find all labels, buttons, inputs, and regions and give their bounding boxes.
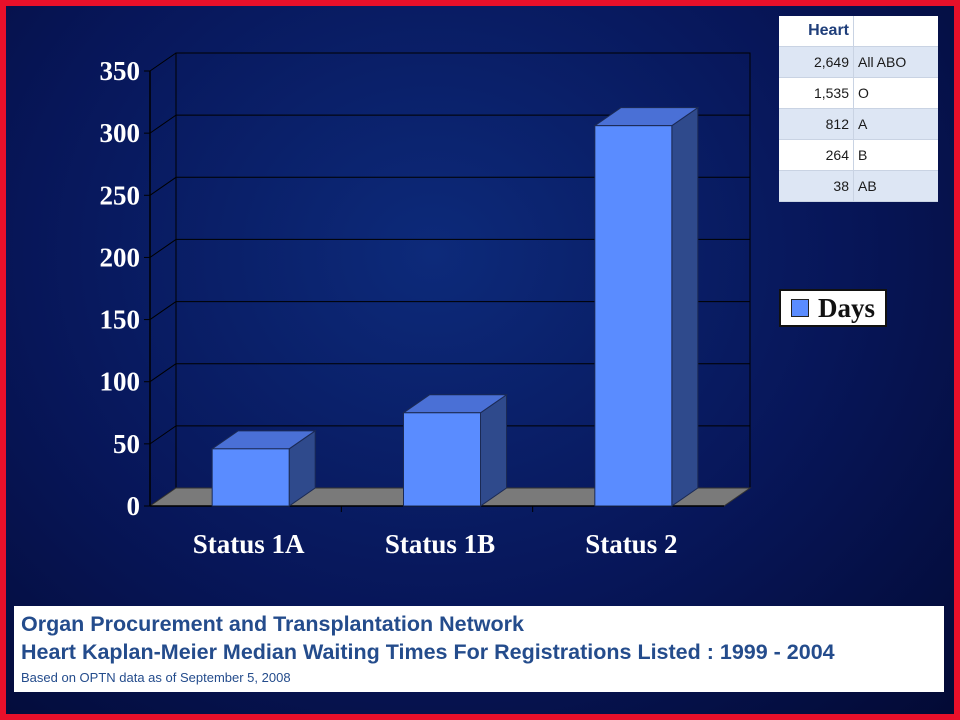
table-cell-group: B bbox=[853, 139, 938, 171]
bar bbox=[403, 412, 481, 507]
y-tick-label: 300 bbox=[100, 118, 141, 148]
bar bbox=[211, 448, 290, 507]
table-header: Heart bbox=[779, 16, 854, 47]
slide: 0 50 100 150 200 250 300 350 Status 1A Status 1B S… bbox=[6, 6, 954, 714]
gridline-side bbox=[149, 52, 177, 72]
table-cell-group: All ABO bbox=[853, 46, 938, 78]
table-row: 38 AB bbox=[779, 170, 938, 202]
table-cell-count: 264 bbox=[779, 139, 854, 171]
gridline-side bbox=[149, 114, 177, 134]
bar-chart: 0 50 100 150 200 250 300 350 Status 1A Status 1B S… bbox=[100, 52, 752, 559]
bar bbox=[594, 125, 673, 507]
legend-label: Days bbox=[818, 292, 876, 323]
x-tick-label: Status 1A bbox=[193, 529, 305, 559]
table-cell-group: O bbox=[853, 77, 938, 109]
abo-count-table: Heart 2,649 All ABO 1,535 O 812 A 264 B … bbox=[779, 16, 938, 202]
gridline-side bbox=[149, 425, 177, 445]
table-cell-count: 38 bbox=[779, 170, 854, 202]
x-tick-label: Status 1B bbox=[385, 529, 495, 559]
table-header-row: Heart bbox=[779, 16, 938, 47]
table-cell-group: AB bbox=[853, 170, 938, 202]
bar-side-face bbox=[480, 393, 507, 507]
footer-title: Organ Procurement and Transplantation Ne… bbox=[21, 612, 524, 636]
y-tick-label: 100 bbox=[100, 367, 141, 397]
y-tick-label: 150 bbox=[100, 305, 141, 335]
legend-swatch bbox=[791, 299, 809, 317]
y-tick-label: 50 bbox=[113, 429, 140, 459]
footer-note: Based on OPTN data as of September 5, 20… bbox=[21, 670, 291, 685]
chart-legend: Days bbox=[779, 289, 887, 327]
gridline-side bbox=[149, 363, 177, 383]
table-cell-count: 812 bbox=[779, 108, 854, 140]
y-tick-label: 200 bbox=[100, 242, 141, 272]
x-tick-label: Status 2 bbox=[585, 529, 677, 559]
source-footer: Organ Procurement and Transplantation Ne… bbox=[14, 606, 944, 692]
table-cell-count: 2,649 bbox=[779, 46, 854, 78]
y-tick-label: 350 bbox=[100, 56, 141, 86]
footer-subtitle: Heart Kaplan-Meier Median Waiting Times … bbox=[21, 640, 835, 664]
gridline-side bbox=[149, 239, 177, 258]
table-row: 1,535 O bbox=[779, 77, 938, 109]
table-row: 812 A bbox=[779, 108, 938, 140]
bar-side-face bbox=[671, 106, 699, 507]
y-tick-label: 250 bbox=[100, 180, 141, 210]
y-tick-label: 0 bbox=[127, 491, 141, 521]
gridline-side bbox=[149, 176, 177, 196]
table-row: 264 B bbox=[779, 139, 938, 171]
gridline-side bbox=[149, 301, 177, 320]
table-header-blank bbox=[853, 16, 938, 47]
table-row: 2,649 All ABO bbox=[779, 46, 938, 78]
table-cell-group: A bbox=[853, 108, 938, 140]
table-cell-count: 1,535 bbox=[779, 77, 854, 109]
